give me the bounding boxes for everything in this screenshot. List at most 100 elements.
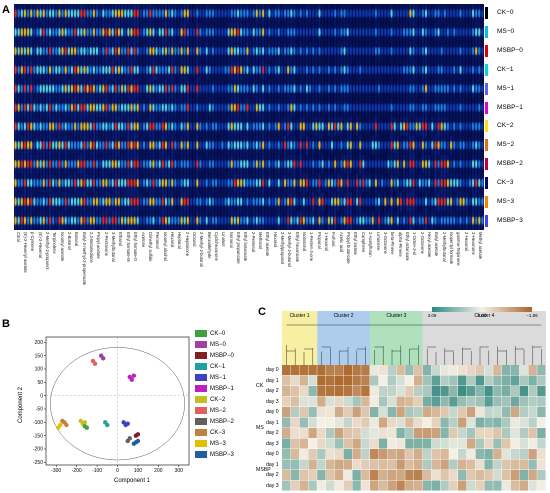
compound-label: 2-Methyl-2-butanal — [199, 232, 205, 267]
heatmap-cell — [378, 386, 388, 397]
pca-legend-swatch — [195, 440, 207, 447]
heatmap-cell — [299, 459, 308, 470]
heatmap-cell — [308, 480, 317, 491]
heatmap-cell — [352, 438, 361, 449]
heatmap-cell — [414, 407, 423, 418]
pca-point — [105, 422, 110, 428]
heatmap-cell — [396, 438, 405, 449]
pca-legend-label: MS−3 — [210, 441, 226, 448]
heatmap-cell — [317, 428, 326, 439]
heatmap-cell — [466, 375, 476, 386]
heatmap-cell — [414, 459, 423, 470]
heatmap-cell — [405, 470, 414, 481]
compound-label: Hexanol — [272, 232, 278, 248]
heatmap-cell — [370, 428, 379, 439]
pca-legend-item: MS−1 — [195, 374, 226, 381]
heatmap-cell — [510, 396, 520, 407]
heatmap-cell — [317, 396, 326, 407]
heatmap-cell — [440, 470, 449, 481]
sample-swatch — [485, 7, 488, 20]
heatmap-cell — [458, 480, 467, 491]
pca-legend-swatch — [195, 352, 207, 359]
heatmap-cell — [317, 449, 326, 460]
heatmap-cell — [326, 470, 335, 481]
heatmap-cell — [449, 438, 458, 449]
compound-label: Methanol — [258, 232, 264, 250]
heatmap-cell — [422, 480, 432, 491]
heatmap-cell — [361, 386, 370, 397]
heatmap-cell — [396, 365, 405, 376]
heatmap-cell — [537, 365, 546, 376]
row-day-label: day 1 — [266, 461, 279, 468]
pca-legend-item: MS−2 — [195, 407, 226, 414]
pca-point — [64, 422, 69, 428]
heatmap-cell — [493, 375, 502, 386]
heatmap-cell — [343, 438, 352, 449]
heatmap-cell — [378, 365, 388, 376]
heatmap-cell — [422, 407, 432, 418]
heatmap-cell — [422, 459, 432, 470]
compound-label: 2-Methylpropanol — [280, 232, 286, 265]
heatmap-cell — [361, 470, 370, 481]
heatmap-cell — [308, 365, 317, 376]
heatmap-cell — [396, 396, 405, 407]
heatmap-cell — [414, 480, 423, 491]
heatmap-cell — [440, 396, 449, 407]
heatmap-cell — [422, 365, 432, 376]
heatmap-cell — [537, 396, 546, 407]
heatmap-cell — [422, 438, 432, 449]
heatmap-cell — [282, 480, 291, 491]
heatmap-cell — [510, 480, 520, 491]
heatmap-cell — [440, 459, 449, 470]
heatmap-cell — [484, 438, 493, 449]
compound-label: Acetic acid — [338, 232, 344, 253]
heatmap-cell — [528, 438, 537, 449]
heatmap-cell — [334, 459, 344, 470]
heatmap-cell — [290, 449, 300, 460]
pca-point — [92, 361, 98, 366]
pca-legend-swatch — [195, 418, 207, 425]
compound-label: gamma-Terpinene — [456, 232, 462, 266]
compound-label: (E)-2-Hexenyl acetate — [23, 232, 29, 273]
heatmap-cell — [378, 375, 388, 386]
row-day-label: day 0 — [266, 409, 279, 416]
heatmap-cell — [537, 407, 546, 418]
sample-label: CK−3 — [497, 178, 514, 186]
compound-label: Butyl acetate — [434, 232, 440, 257]
cluster-heatmap: Cluster 1 Cluster 2 Cluster 3 Cluster 4 3.0… — [282, 307, 546, 491]
heatmap-cell — [352, 365, 361, 376]
heatmap-cell — [308, 459, 317, 470]
heatmap-cell — [484, 365, 493, 376]
heatmap-cell — [502, 459, 511, 470]
heatmap-cell — [537, 449, 546, 460]
heatmap-cell — [440, 375, 449, 386]
sample-swatch — [485, 82, 488, 95]
compound-label: Nonanal — [228, 232, 234, 248]
compound-label: (E)-2-Hexenal — [37, 232, 43, 259]
heatmap-cell — [299, 438, 308, 449]
heatmap-cell — [502, 438, 511, 449]
heatmap-cell — [431, 449, 440, 460]
heatmap-cell — [317, 417, 326, 428]
colorbar-label: −1.89 — [526, 313, 538, 318]
compound-label: Ethyl acetate — [265, 232, 271, 257]
compound-label: 2-Acetylfuran — [368, 232, 374, 257]
heatmap-cell — [466, 449, 476, 460]
cluster-band — [317, 311, 370, 365]
pca-xtick-label: 100 — [134, 468, 143, 474]
heatmap-cell — [493, 407, 502, 418]
heatmap-cell — [299, 375, 308, 386]
heatmap-cell — [299, 417, 308, 428]
heatmap-cell — [475, 417, 484, 428]
pca-legend-item: MSBP−1 — [195, 385, 234, 392]
pca-legend-swatch — [195, 374, 207, 381]
heatmap-cell — [352, 459, 361, 470]
pca-legend-item: CK−0 — [195, 330, 225, 337]
heatmap-cell — [449, 459, 458, 470]
heatmap-cell — [326, 417, 335, 428]
pca-point — [135, 432, 141, 437]
heatmap-cell — [449, 375, 458, 386]
pca-legend-swatch — [195, 451, 207, 458]
heatmap-cell — [431, 417, 440, 428]
row-day-label: day 2 — [266, 430, 279, 437]
